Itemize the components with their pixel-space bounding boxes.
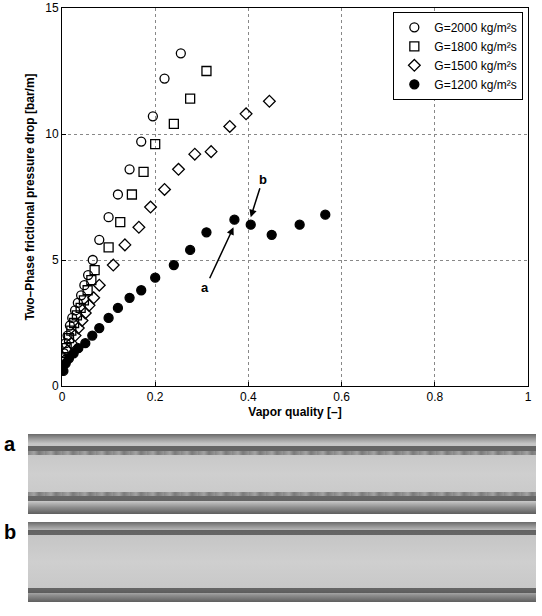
svg-text:1: 1 [525, 390, 532, 404]
svg-text:G=1200 kg/m²s: G=1200 kg/m²s [434, 78, 516, 92]
svg-text:b: b [259, 172, 267, 187]
html-text:b: b [4, 521, 17, 543]
svg-text:a: a [201, 280, 209, 295]
svg-text:0.4: 0.4 [240, 390, 257, 404]
svg-text:15: 15 [45, 1, 59, 15]
svg-text:0.6: 0.6 [333, 390, 350, 404]
svg-text:G=1500 kg/m²s: G=1500 kg/m²s [434, 59, 516, 73]
svg-text:Two–Phase frictional pressure: Two–Phase frictional pressure drop [bar/… [23, 73, 37, 320]
svg-text:0: 0 [52, 379, 59, 393]
svg-text:10: 10 [45, 127, 59, 141]
svg-text:0.2: 0.2 [147, 390, 164, 404]
svg-text:0.8: 0.8 [426, 390, 443, 404]
svg-text:G=1800 kg/m²s: G=1800 kg/m²s [434, 40, 516, 54]
svg-text:5: 5 [52, 253, 59, 267]
svg-text:Vapor quality [–]: Vapor quality [–] [248, 405, 341, 419]
html-text:a: a [4, 433, 16, 455]
svg-text:G=2000 kg/m²s: G=2000 kg/m²s [434, 21, 516, 35]
svg-text:0: 0 [59, 390, 66, 404]
